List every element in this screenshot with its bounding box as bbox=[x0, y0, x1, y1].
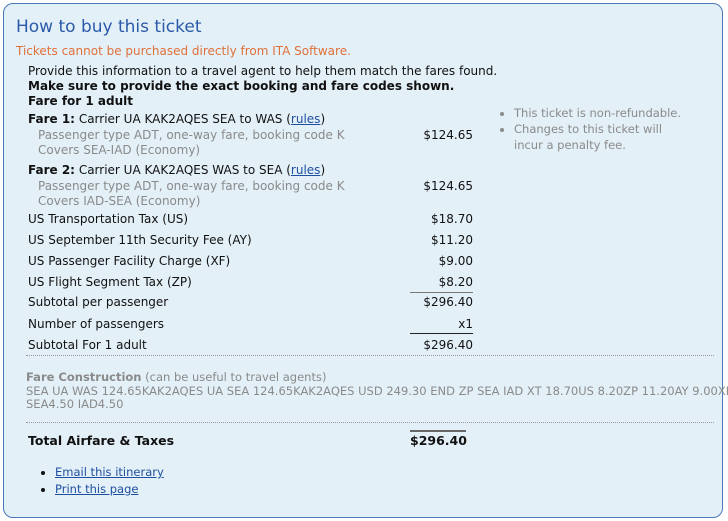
link-item: Email this itinerary bbox=[55, 464, 164, 481]
tax-amount: $9.00 bbox=[438, 254, 473, 268]
fare-construction-heading: Fare Construction (can be useful to trav… bbox=[26, 370, 326, 384]
divider bbox=[26, 355, 714, 356]
tax-amount: $18.70 bbox=[431, 212, 473, 226]
fare-construction-line: SEA4.50 IAD4.50 bbox=[26, 397, 124, 411]
fare-1-amount: $124.65 bbox=[423, 128, 473, 142]
fare-construction-title: Fare Construction bbox=[26, 370, 142, 384]
subtotal-adult-label: Subtotal For 1 adult bbox=[28, 338, 147, 352]
note-item: This ticket is non-refundable. bbox=[514, 105, 694, 121]
fare-2-detail: Passenger type ADT, one-way fare, bookin… bbox=[38, 179, 345, 193]
tax-label: US Transportation Tax (US) bbox=[28, 212, 189, 226]
fare-label: Fare 1: bbox=[28, 112, 75, 126]
tax-label: US Flight Segment Tax (ZP) bbox=[28, 275, 192, 289]
fare-2-line: Fare 2: Carrier UA KAK2AQES WAS to SEA (… bbox=[28, 163, 325, 177]
tax-amount: $8.20 bbox=[438, 275, 473, 289]
fare-construction-line: SEA UA WAS 124.65KAK2AQES UA SEA 124.65K… bbox=[26, 384, 728, 398]
ticket-notes: This ticket is non-refundable. Changes t… bbox=[501, 105, 694, 153]
fare-desc: Carrier UA KAK2AQES WAS to SEA ( bbox=[78, 163, 291, 177]
total-amount: $296.40 bbox=[410, 433, 467, 448]
note-item: Changes to this ticket will incur a pena… bbox=[514, 121, 694, 153]
fare-desc: Carrier UA KAK2AQES SEA to WAS ( bbox=[78, 112, 291, 126]
purchase-warning: Tickets cannot be purchased directly fro… bbox=[16, 44, 351, 58]
subtotal-per-passenger-label: Subtotal per passenger bbox=[28, 295, 169, 309]
fare-2-amount: $124.65 bbox=[423, 179, 473, 193]
fare-1-detail: Passenger type ADT, one-way fare, bookin… bbox=[38, 128, 345, 142]
rules-link[interactable]: rules bbox=[290, 112, 321, 126]
tax-label: US September 11th Security Fee (AY) bbox=[28, 233, 252, 247]
paren: ) bbox=[320, 163, 326, 177]
email-itinerary-link[interactable]: Email this itinerary bbox=[55, 465, 164, 479]
fare-for-heading: Fare for 1 adult bbox=[28, 94, 133, 108]
divider bbox=[26, 422, 714, 423]
divider bbox=[410, 333, 473, 334]
fare-label: Fare 2: bbox=[28, 163, 75, 177]
print-page-link[interactable]: Print this page bbox=[55, 482, 139, 496]
page-title: How to buy this ticket bbox=[16, 17, 202, 37]
intro-text: Provide this information to a travel age… bbox=[28, 64, 498, 78]
rules-link[interactable]: rules bbox=[290, 163, 321, 177]
fare-1-line: Fare 1: Carrier UA KAK2AQES SEA to WAS (… bbox=[28, 112, 325, 126]
fare-1-covers: Covers SEA-IAD (Economy) bbox=[38, 143, 201, 157]
paren: ) bbox=[320, 112, 326, 126]
tax-amount: $11.20 bbox=[431, 233, 473, 247]
passengers-label: Number of passengers bbox=[28, 317, 165, 331]
how-to-buy-panel: How to buy this ticket Tickets cannot be… bbox=[3, 3, 728, 518]
passengers-count: x1 bbox=[458, 317, 473, 331]
divider bbox=[410, 430, 466, 432]
fare-2-covers: Covers IAD-SEA (Economy) bbox=[38, 194, 201, 208]
link-item: Print this page bbox=[55, 481, 164, 498]
total-label: Total Airfare & Taxes bbox=[28, 433, 175, 448]
tax-label: US Passenger Facility Charge (XF) bbox=[28, 254, 231, 268]
action-links: Email this itinerary Print this page bbox=[41, 464, 164, 498]
fare-construction-hint: (can be useful to travel agents) bbox=[145, 370, 327, 384]
subtotal-adult-amount: $296.40 bbox=[423, 338, 473, 352]
subtotal-per-passenger-amount: $296.40 bbox=[423, 295, 473, 309]
emphasis-text: Make sure to provide the exact booking a… bbox=[28, 79, 455, 93]
divider bbox=[410, 292, 473, 293]
